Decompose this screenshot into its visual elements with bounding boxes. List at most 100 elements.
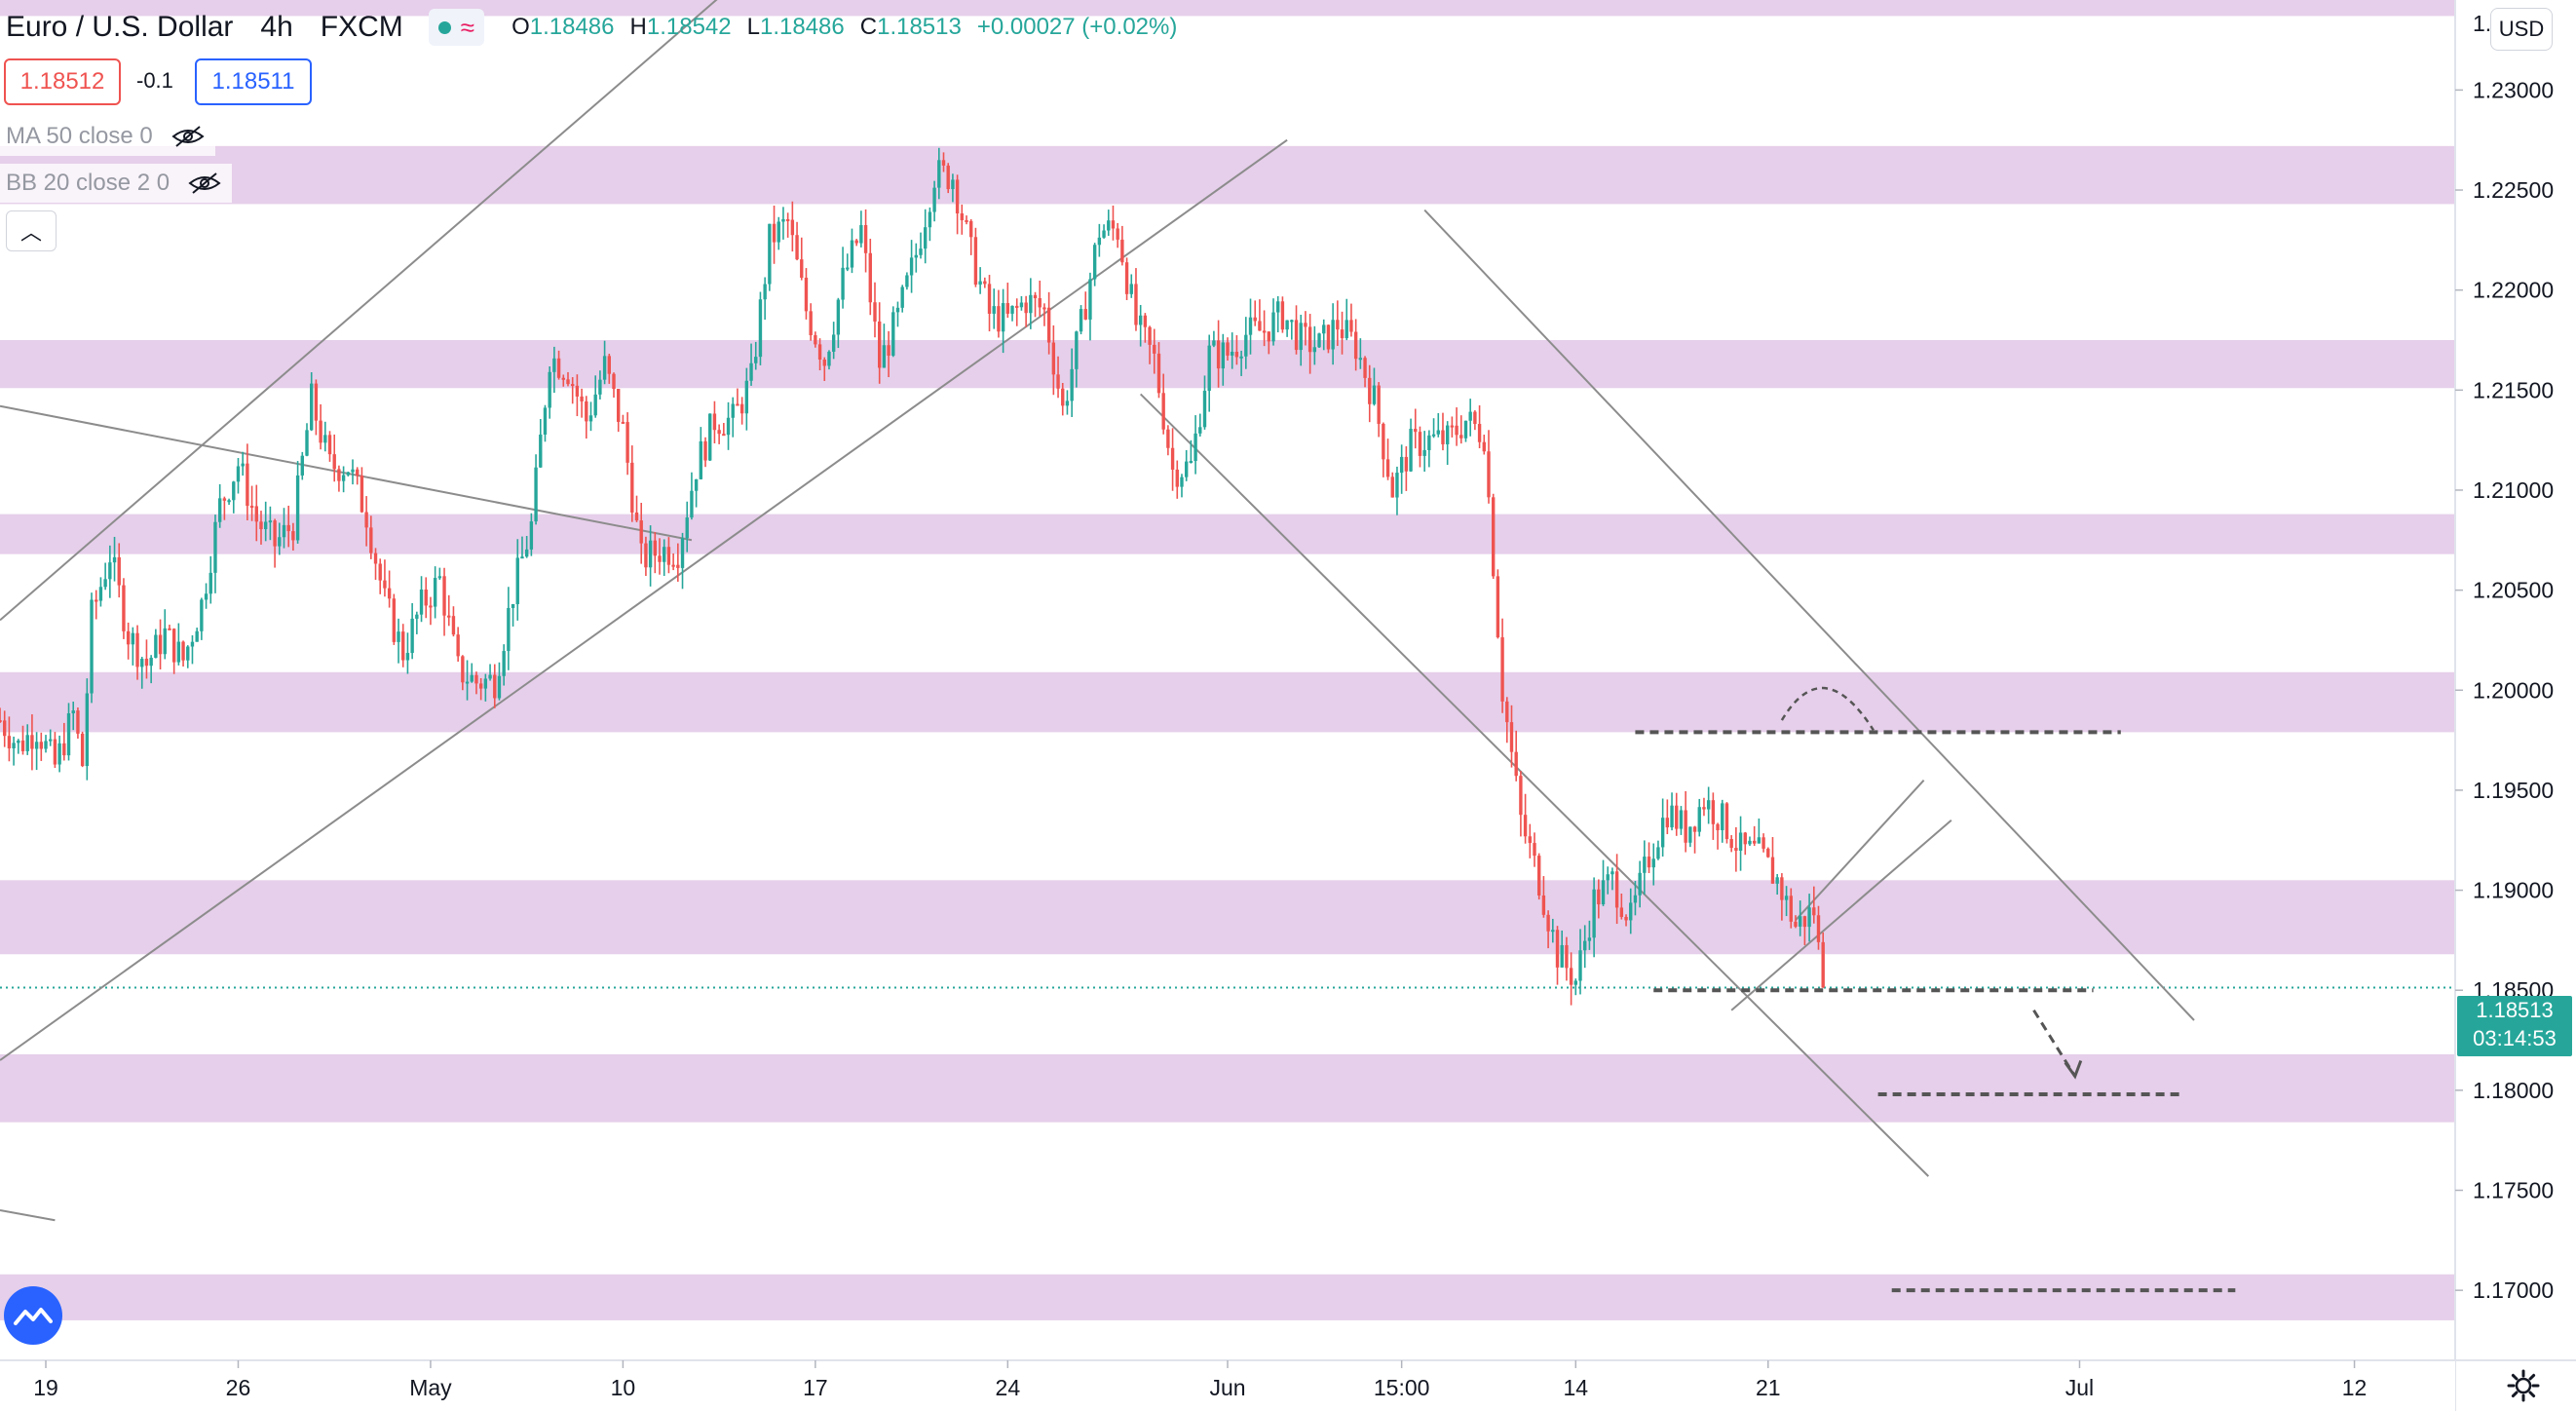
change-value: +0.00027 (+0.02%) bbox=[976, 14, 1178, 40]
candle-body bbox=[7, 736, 12, 748]
spread-value: -0.1 bbox=[136, 68, 173, 93]
ohlc-values: O1.18486 H1.18542 L1.18486 C1.18513 +0.0… bbox=[511, 14, 1178, 40]
candle-body bbox=[1752, 840, 1757, 844]
candle-body bbox=[1138, 315, 1143, 325]
gear-icon[interactable] bbox=[2506, 1368, 2541, 1403]
market-status[interactable]: ≈ bbox=[428, 9, 485, 46]
candle-body bbox=[227, 500, 231, 503]
candle-body bbox=[497, 675, 502, 699]
candle-body bbox=[1001, 303, 1005, 332]
candle-body bbox=[978, 281, 982, 286]
candle-body bbox=[831, 334, 836, 352]
candle-body bbox=[1688, 826, 1692, 843]
candle-body bbox=[461, 656, 465, 683]
y-tick-label: 1.19500 bbox=[2473, 778, 2554, 803]
candle-body bbox=[1496, 576, 1500, 638]
candle-body bbox=[1285, 320, 1289, 330]
interval-label[interactable]: 4h bbox=[260, 11, 293, 43]
candle-body bbox=[57, 743, 61, 765]
candle-body bbox=[1207, 345, 1211, 392]
candle-body bbox=[1166, 429, 1170, 448]
candle-body bbox=[1729, 839, 1733, 849]
candle-body bbox=[1555, 930, 1560, 968]
candle-body bbox=[1418, 432, 1422, 456]
candle-body bbox=[17, 740, 20, 744]
candle-body bbox=[617, 389, 621, 422]
candle-body bbox=[1583, 940, 1587, 951]
candle-body bbox=[1821, 941, 1825, 988]
candle-body bbox=[822, 359, 826, 366]
candle-body bbox=[310, 383, 314, 431]
candle-body bbox=[868, 252, 872, 303]
candle-body bbox=[1198, 427, 1202, 434]
candle-body bbox=[1721, 803, 1724, 830]
collapse-legend-button[interactable]: ︿ bbox=[6, 210, 57, 251]
candle-body bbox=[1239, 356, 1243, 359]
symbol-title[interactable]: Euro / U.S. Dollar bbox=[6, 11, 234, 43]
candle-body bbox=[1812, 907, 1816, 916]
candle-body bbox=[1724, 803, 1729, 840]
candle-body bbox=[437, 576, 442, 579]
candle-body bbox=[534, 467, 538, 522]
eye-hidden-icon[interactable] bbox=[170, 125, 206, 148]
candle-body bbox=[415, 614, 419, 619]
candle-body bbox=[1597, 889, 1601, 905]
price-axis[interactable]: 1.170001.175001.180001.185001.190001.195… bbox=[2454, 0, 2576, 1411]
candle-body bbox=[268, 520, 273, 523]
candle-body bbox=[80, 733, 85, 767]
candle-body bbox=[1450, 425, 1455, 428]
candle-body bbox=[1427, 435, 1431, 450]
trendline bbox=[0, 0, 718, 622]
indicator-ma[interactable]: MA 50 close 0 bbox=[0, 117, 215, 156]
candle-body bbox=[644, 543, 648, 568]
candle-body bbox=[1372, 385, 1377, 404]
eye-hidden-icon[interactable] bbox=[187, 172, 222, 195]
chevron-up-icon: ︿ bbox=[19, 220, 42, 245]
candle-body bbox=[1322, 324, 1326, 334]
time-axis[interactable]: 19 26 May 10 17 24 Jun 15:00 14 21 Jul 12 bbox=[0, 1359, 2576, 1411]
candle-body bbox=[1436, 430, 1440, 435]
candle-body bbox=[1024, 302, 1028, 314]
candle-body bbox=[690, 490, 694, 518]
candle-body bbox=[1258, 321, 1262, 331]
candle-body bbox=[859, 225, 863, 244]
indicator-bb-label: BB 20 close 2 0 bbox=[6, 170, 170, 196]
x-tick-label: 24 bbox=[996, 1375, 1021, 1400]
candle-body bbox=[176, 641, 181, 663]
candle-body bbox=[1170, 447, 1175, 470]
candle-body bbox=[232, 481, 236, 501]
indicator-bb[interactable]: BB 20 close 2 0 bbox=[0, 164, 233, 203]
candle-body bbox=[71, 710, 75, 714]
candle-body bbox=[149, 658, 153, 667]
tradingview-logo[interactable] bbox=[4, 1286, 62, 1345]
x-tick-label: 26 bbox=[226, 1375, 251, 1400]
buy-price-button[interactable]: 1.18511 bbox=[195, 58, 312, 105]
candle-body bbox=[360, 476, 364, 513]
candle-body bbox=[850, 240, 854, 268]
sr-zone bbox=[0, 880, 2455, 955]
y-tick-label: 1.23000 bbox=[2473, 77, 2554, 102]
candle-body bbox=[1184, 461, 1189, 477]
candle-body bbox=[1697, 807, 1701, 832]
candle-body bbox=[1706, 800, 1711, 810]
candle-body bbox=[103, 579, 107, 588]
candle-body bbox=[758, 299, 763, 358]
candle-body bbox=[1734, 848, 1738, 852]
candle-body bbox=[790, 219, 795, 236]
candle-body bbox=[1509, 722, 1514, 752]
candle-body bbox=[1565, 944, 1569, 969]
candle-body bbox=[213, 521, 217, 573]
currency-button[interactable]: USD bbox=[2490, 8, 2553, 51]
sell-price-button[interactable]: 1.18512 bbox=[4, 58, 121, 105]
candle-body bbox=[795, 235, 799, 260]
candle-body bbox=[992, 306, 996, 314]
x-tick-label: May bbox=[409, 1375, 452, 1400]
candle-body bbox=[552, 358, 556, 372]
candle-body bbox=[1468, 411, 1472, 421]
candle-body bbox=[278, 537, 282, 547]
y-tick-label: 1.21500 bbox=[2473, 377, 2554, 402]
candle-body bbox=[319, 420, 322, 443]
candle-body bbox=[1075, 331, 1079, 369]
candle-body bbox=[154, 634, 158, 659]
